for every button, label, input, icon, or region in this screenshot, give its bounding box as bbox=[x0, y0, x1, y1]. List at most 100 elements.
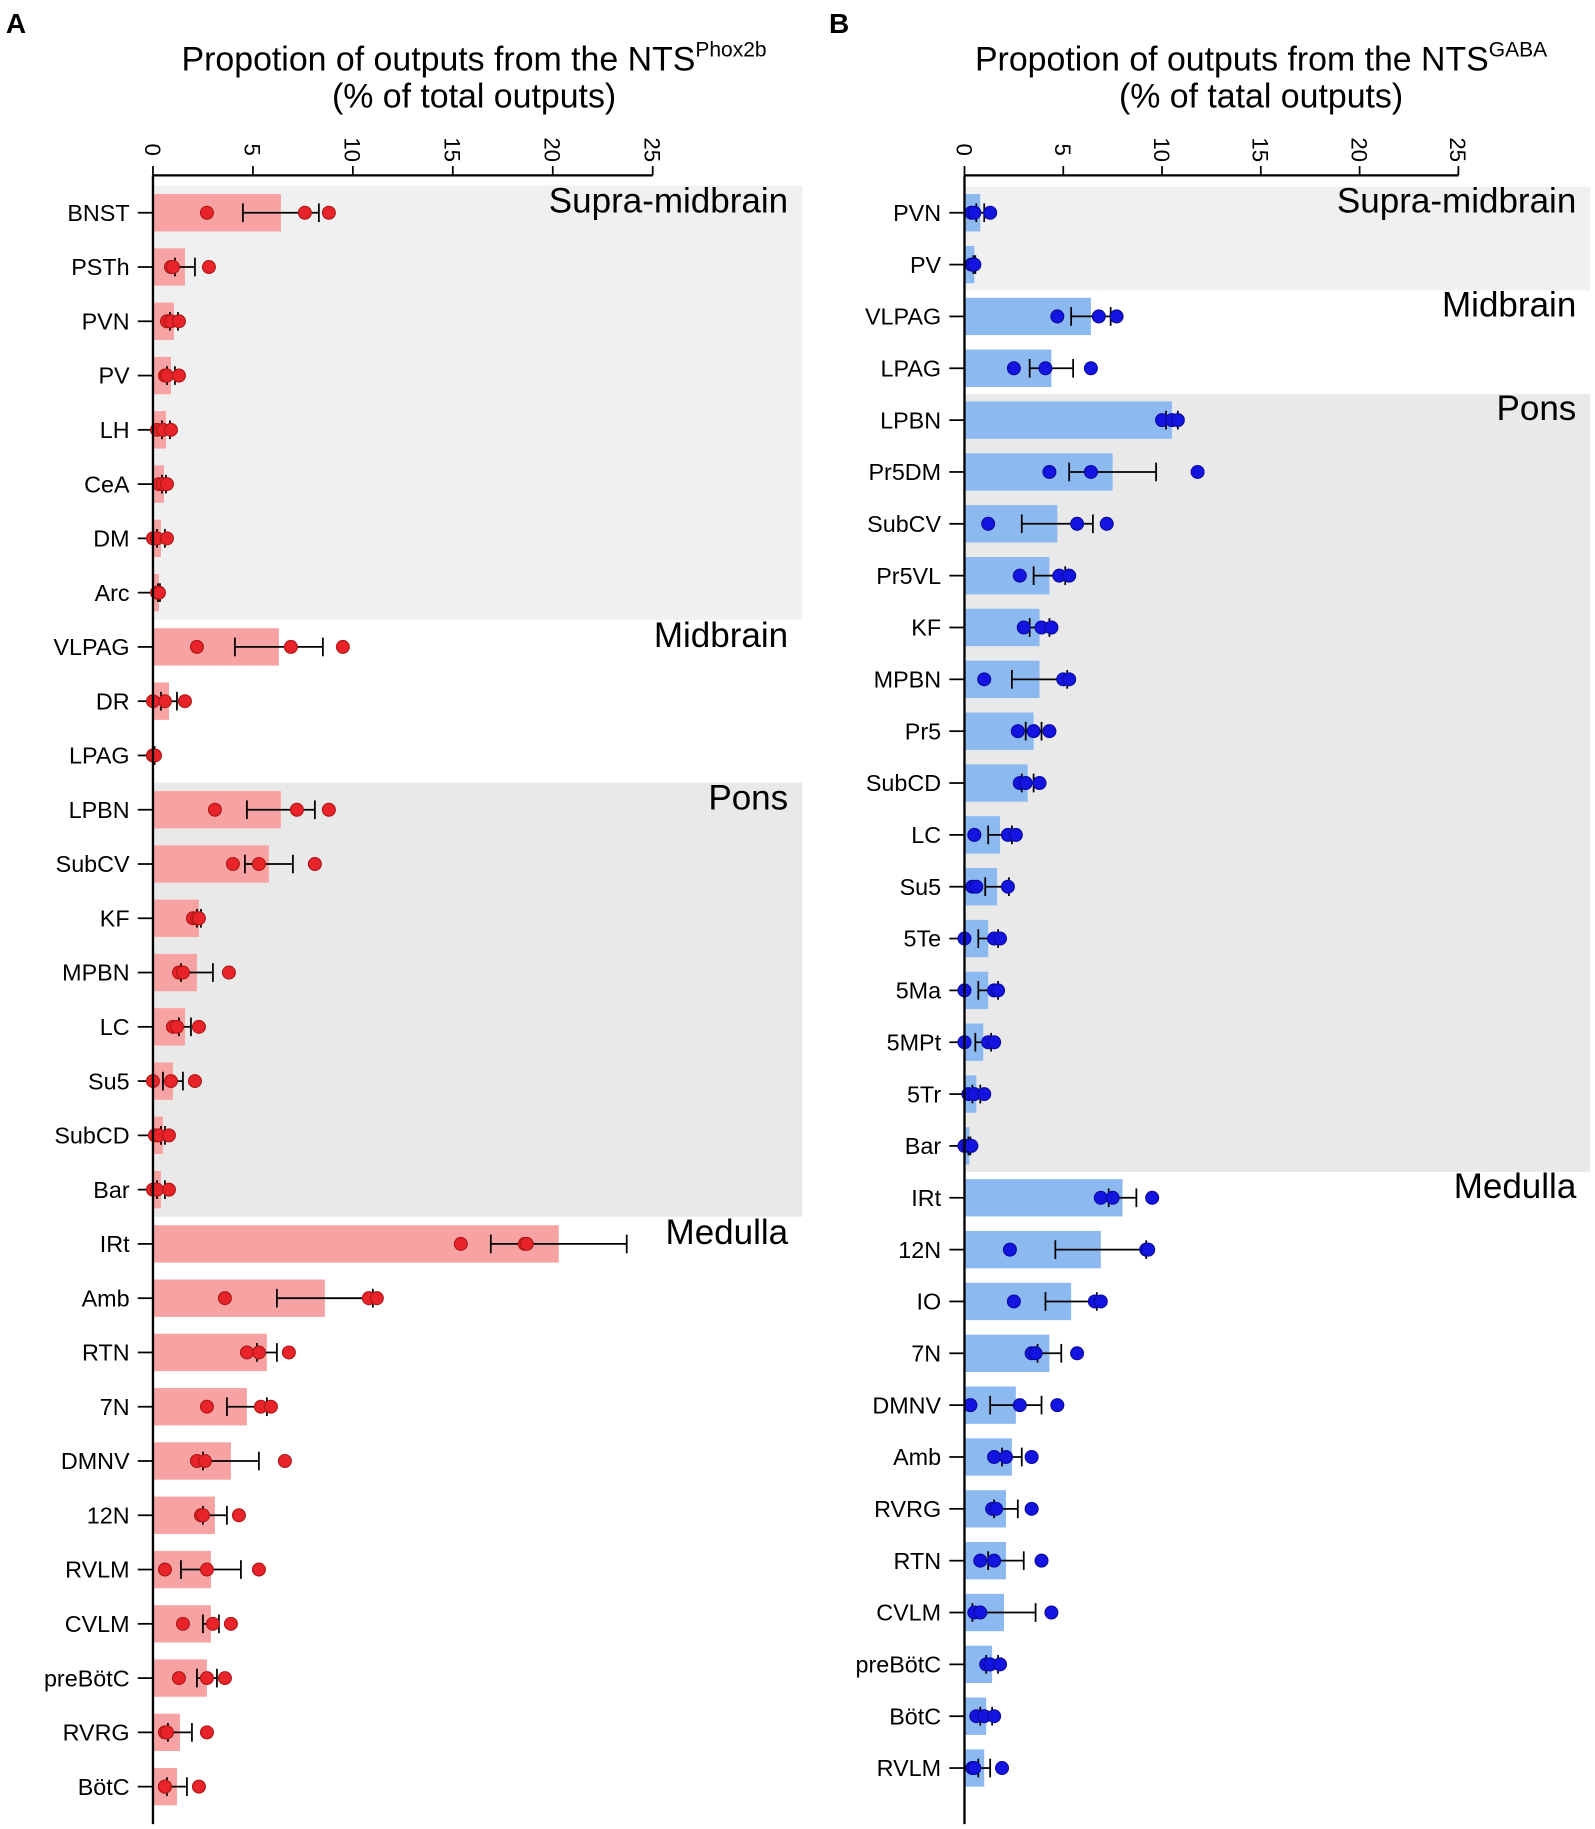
category-label: Bar bbox=[93, 1177, 130, 1203]
data-point bbox=[159, 1725, 174, 1740]
data-point bbox=[967, 827, 982, 842]
data-point bbox=[191, 1779, 206, 1794]
data-point bbox=[987, 1035, 1002, 1050]
data-point bbox=[995, 1761, 1010, 1776]
category-label: SubCD bbox=[866, 770, 941, 796]
category-label: RTN bbox=[82, 1340, 130, 1366]
data-point bbox=[159, 368, 174, 383]
data-point bbox=[1026, 724, 1041, 739]
region-shade bbox=[964, 394, 1591, 1172]
data-point bbox=[1070, 516, 1085, 531]
data-point bbox=[1008, 827, 1023, 842]
x-tick-label: 20 bbox=[1346, 137, 1371, 162]
category-label: CVLM bbox=[65, 1611, 130, 1637]
data-point bbox=[1000, 879, 1015, 894]
category-label: RTN bbox=[894, 1548, 942, 1574]
data-point bbox=[1028, 1346, 1043, 1361]
category-label: RVLM bbox=[65, 1557, 129, 1583]
data-point bbox=[157, 1562, 172, 1577]
data-point bbox=[519, 1236, 534, 1251]
category-label: 5Te bbox=[903, 926, 941, 952]
category-label: MPBN bbox=[62, 960, 129, 986]
data-point bbox=[1002, 1242, 1017, 1257]
data-point bbox=[263, 1399, 278, 1414]
data-point bbox=[1024, 1449, 1039, 1464]
bar bbox=[964, 401, 1172, 439]
data-point bbox=[964, 1138, 979, 1153]
data-point bbox=[221, 965, 236, 980]
data-point bbox=[161, 1128, 176, 1143]
data-point bbox=[289, 802, 304, 817]
data-point bbox=[1024, 1501, 1039, 1516]
data-point bbox=[1141, 1242, 1156, 1257]
region-shade bbox=[152, 185, 803, 620]
data-point bbox=[231, 1508, 246, 1523]
data-point bbox=[1012, 568, 1027, 583]
category-label: SubCD bbox=[54, 1123, 129, 1149]
data-point bbox=[1016, 620, 1031, 635]
error-bar bbox=[489, 1234, 628, 1254]
data-point bbox=[1018, 776, 1033, 791]
data-point bbox=[223, 1616, 238, 1631]
category-label: SubCV bbox=[56, 851, 130, 877]
data-point bbox=[189, 639, 204, 654]
data-point bbox=[1062, 672, 1077, 687]
category-label: 7N bbox=[100, 1394, 130, 1420]
data-point bbox=[175, 965, 190, 980]
data-point bbox=[147, 748, 162, 763]
data-point bbox=[191, 1019, 206, 1034]
data-point bbox=[1109, 309, 1124, 324]
data-point bbox=[251, 1345, 266, 1360]
error-bar bbox=[234, 637, 324, 657]
data-point bbox=[967, 257, 982, 272]
data-point bbox=[159, 531, 174, 546]
data-point bbox=[1093, 1190, 1108, 1205]
category-label: MPBN bbox=[874, 667, 941, 693]
category-label: PV bbox=[910, 252, 942, 278]
category-label: PV bbox=[98, 363, 130, 389]
category-label: preBötC bbox=[855, 1652, 941, 1678]
x-tick-label: 20 bbox=[540, 137, 565, 162]
x-tick-label: 10 bbox=[1149, 137, 1174, 162]
category-label: PVN bbox=[893, 200, 941, 226]
data-point bbox=[977, 1087, 992, 1102]
data-point bbox=[967, 205, 982, 220]
data-point bbox=[199, 1562, 214, 1577]
x-tick-label: 0 bbox=[951, 144, 976, 156]
data-point bbox=[225, 857, 240, 872]
x-tick-label: 15 bbox=[440, 137, 465, 162]
category-label: LPAG bbox=[69, 743, 130, 769]
data-point bbox=[169, 1019, 184, 1034]
data-point bbox=[199, 1725, 214, 1740]
data-point bbox=[151, 585, 166, 600]
category-label: BötC bbox=[889, 1703, 941, 1729]
data-point bbox=[165, 260, 180, 275]
data-point bbox=[205, 1616, 220, 1631]
category-label: PSTh bbox=[71, 254, 129, 280]
region-label: Medulla bbox=[1454, 1167, 1577, 1206]
region-label: Midbrain bbox=[654, 616, 788, 655]
category-label: Arc bbox=[95, 580, 130, 606]
title-text: Propotion of outputs from the NTS bbox=[975, 40, 1489, 78]
category-label: Amb bbox=[893, 1444, 941, 1470]
category-label: DM bbox=[93, 526, 129, 552]
data-point bbox=[217, 1671, 232, 1686]
data-point bbox=[1042, 724, 1057, 739]
data-point bbox=[967, 1761, 982, 1776]
category-label: BNST bbox=[67, 200, 129, 226]
category-label: 7N bbox=[911, 1340, 941, 1366]
category-label: Bar bbox=[905, 1133, 942, 1159]
category-label: Su5 bbox=[88, 1068, 130, 1094]
category-label: Amb bbox=[82, 1285, 130, 1311]
data-point bbox=[239, 1345, 254, 1360]
data-point bbox=[335, 639, 350, 654]
category-label: CeA bbox=[84, 471, 130, 497]
data-point bbox=[1190, 464, 1205, 479]
data-point bbox=[1099, 516, 1114, 531]
data-point bbox=[963, 1398, 978, 1413]
data-point bbox=[1050, 309, 1065, 324]
data-point bbox=[987, 1449, 1002, 1464]
data-point bbox=[197, 1453, 212, 1469]
data-point bbox=[1062, 568, 1077, 583]
